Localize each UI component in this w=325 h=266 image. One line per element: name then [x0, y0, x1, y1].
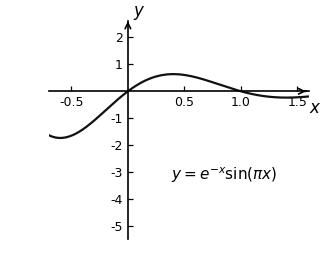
Text: x: x [310, 99, 320, 117]
Text: y: y [134, 2, 143, 20]
Text: $y = e^{-x} \sin(\pi x)$: $y = e^{-x} \sin(\pi x)$ [171, 165, 277, 185]
